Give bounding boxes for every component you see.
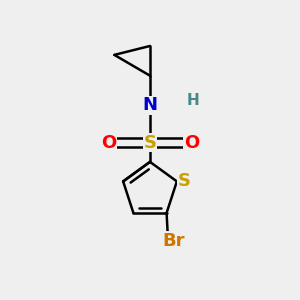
- Text: O: O: [101, 134, 116, 152]
- Text: O: O: [184, 134, 199, 152]
- Text: Br: Br: [162, 232, 185, 250]
- Text: S: S: [143, 134, 157, 152]
- Text: N: N: [142, 96, 158, 114]
- Text: H: H: [187, 94, 200, 109]
- Text: S: S: [178, 172, 191, 190]
